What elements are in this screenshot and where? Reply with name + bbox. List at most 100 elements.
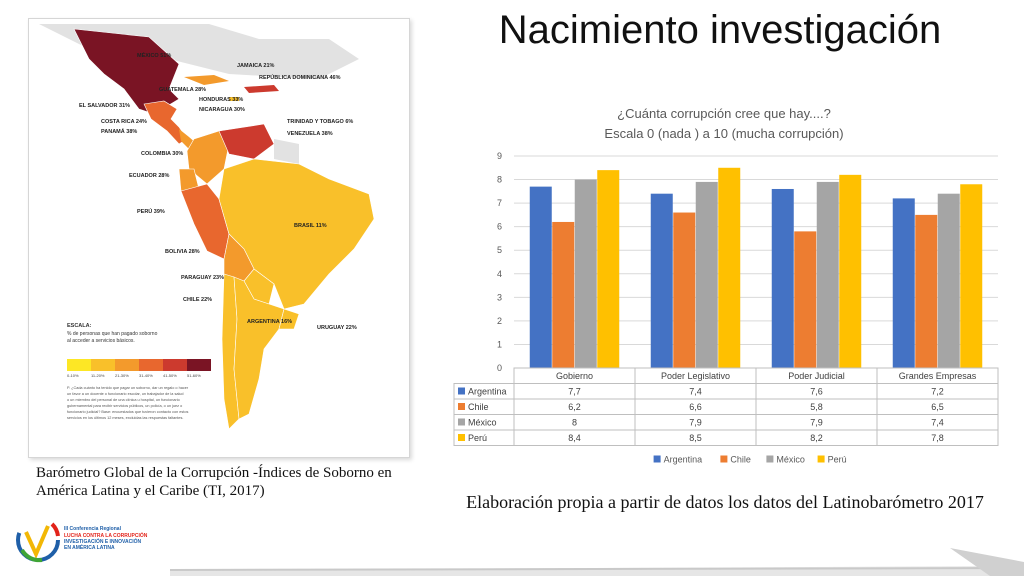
- map-label: EL SALVADOR 31%: [79, 103, 130, 109]
- legend-swatch: [653, 455, 661, 463]
- legend-tick: 51-60%: [187, 373, 201, 378]
- table-series-swatch: [458, 434, 465, 441]
- bar: [937, 193, 960, 368]
- y-tick-label: 5: [497, 245, 502, 255]
- table-series-swatch: [458, 418, 465, 426]
- bar: [650, 193, 673, 368]
- logo-line: LUCHA CONTRA LA CORRUPCIÓN: [64, 531, 148, 539]
- table-value: 7,6: [810, 387, 823, 397]
- legend-swatch: [67, 359, 91, 371]
- logo-line: EN AMÉRICA LATINA: [64, 543, 115, 551]
- logo-check-icon: [24, 525, 50, 559]
- conference-logo: III Conferencia Regional LUCHA CONTRA LA…: [12, 510, 162, 572]
- table-value: 7,9: [689, 418, 702, 428]
- map-label: GUATEMALA 28%: [159, 87, 206, 93]
- corruption-chart: ¿Cuánta corrupción cree que hay....? Esc…: [450, 100, 1006, 472]
- legend-label: México: [776, 455, 805, 465]
- legend-swatches: [67, 359, 211, 371]
- table-value: 7,2: [931, 387, 944, 397]
- legend-label: Perú: [828, 455, 847, 465]
- table-value: 8,4: [568, 433, 581, 443]
- map-label: HONDURAS 33%: [199, 97, 243, 103]
- map-note: servicios en los últimos 12 meses, exclu…: [67, 416, 184, 420]
- map-note: un favor a un docente o funcionario esco…: [67, 392, 184, 396]
- table-value: 7,4: [689, 387, 702, 397]
- table-value: 7,4: [931, 418, 944, 428]
- table-value: 5,8: [810, 402, 823, 412]
- bar: [552, 221, 575, 368]
- map-label: BOLIVIA 28%: [165, 249, 200, 255]
- corruption-map: MÉXICO 51% JAMAICA 21% REPÚBLICA DOMINIC…: [28, 18, 410, 458]
- map-note: o un miembro del personal de una clínica…: [67, 398, 180, 402]
- bar: [960, 184, 983, 368]
- logo-line: INVESTIGACIÓN E INNOVACIÓN: [64, 537, 142, 545]
- table-value: 6,2: [568, 402, 581, 412]
- map-label: ECUADOR 28%: [129, 173, 169, 179]
- bar: [597, 170, 620, 368]
- table-series-swatch: [458, 403, 465, 410]
- table-value: 8,5: [689, 433, 702, 443]
- chart-subtitle: Escala 0 (nada ) a 10 (mucha corrupción): [604, 126, 843, 141]
- legend-swatch: [115, 359, 139, 371]
- logo-arc-icon: [20, 548, 43, 563]
- y-tick-label: 4: [497, 269, 502, 279]
- map-label: BRASIL 11%: [294, 223, 327, 229]
- map-label: PANAMÁ 38%: [101, 128, 137, 135]
- map-label: URUGUAY 22%: [317, 325, 357, 331]
- legend-tick: 31-40%: [139, 373, 153, 378]
- table-value: 6,6: [689, 402, 702, 412]
- chart-title: ¿Cuánta corrupción cree que hay....?: [617, 106, 831, 121]
- map-note: gubernamental para recibir servicios púb…: [67, 404, 182, 408]
- table-series-swatch: [458, 387, 465, 395]
- map-label: CHILE 22%: [183, 297, 212, 303]
- map-label: TRINIDAD Y TOBAGO 6%: [287, 119, 353, 125]
- legend-swatch: [91, 359, 115, 371]
- map-label: COLOMBIA 30%: [141, 151, 183, 157]
- y-tick-label: 6: [497, 222, 502, 232]
- legend-label: Chile: [730, 455, 751, 465]
- bar: [574, 179, 597, 368]
- map-label: ARGENTINA 16%: [247, 319, 292, 325]
- table-series-name: Argentina: [468, 387, 507, 397]
- bar: [839, 174, 862, 368]
- map-label: PERÚ 39%: [137, 208, 165, 215]
- bar: [771, 188, 794, 368]
- legend-label: Argentina: [664, 455, 703, 465]
- chart-svg: ¿Cuánta corrupción cree que hay....? Esc…: [453, 106, 999, 465]
- table-series-name: México: [468, 418, 497, 428]
- legend-swatch: [720, 455, 728, 463]
- legend-swatch: [187, 359, 211, 371]
- y-tick-label: 8: [497, 175, 502, 185]
- legend-subtitle: % de personas que han pagado soborno: [67, 331, 158, 337]
- y-tick-label: 9: [497, 151, 502, 161]
- map-graphic: MÉXICO 51% JAMAICA 21% REPÚBLICA DOMINIC…: [29, 19, 409, 457]
- legend-swatch: [766, 455, 774, 463]
- map-label: NICARAGUA 30%: [199, 107, 245, 113]
- table-value: 7,9: [810, 418, 823, 428]
- bar: [529, 186, 552, 368]
- y-tick-label: 2: [497, 316, 502, 326]
- legend-swatch: [817, 455, 825, 463]
- legend-tick: 0-10%: [67, 373, 79, 378]
- table-series-name: Perú: [468, 433, 487, 443]
- map-label: PARAGUAY 23%: [181, 275, 224, 281]
- legend-subtitle: al acceder a servicios básicos.: [67, 338, 135, 344]
- category-label: Gobierno: [556, 371, 593, 381]
- source-note: Elaboración propia a partir de datos los…: [466, 492, 984, 512]
- bar: [816, 181, 839, 368]
- map-note: P. ¿Cada cuánto ha tenido que pagar un s…: [67, 386, 189, 390]
- table-series-name: Chile: [468, 402, 489, 412]
- legend-tick: 21-30%: [115, 373, 129, 378]
- bar: [915, 214, 938, 368]
- logo-line: III Conferencia Regional: [64, 526, 122, 532]
- table-value: 7,7: [568, 387, 581, 397]
- bar: [695, 181, 718, 368]
- y-tick-label: 7: [497, 198, 502, 208]
- category-label: Poder Legislativo: [661, 371, 730, 381]
- table-value: 6,5: [931, 402, 944, 412]
- map-label: COSTA RICA 24%: [101, 119, 147, 125]
- legend-tick: 11-20%: [91, 373, 105, 378]
- footer-band: [169, 548, 1024, 576]
- legend-swatch: [163, 359, 187, 371]
- table-value: 8,2: [810, 433, 823, 443]
